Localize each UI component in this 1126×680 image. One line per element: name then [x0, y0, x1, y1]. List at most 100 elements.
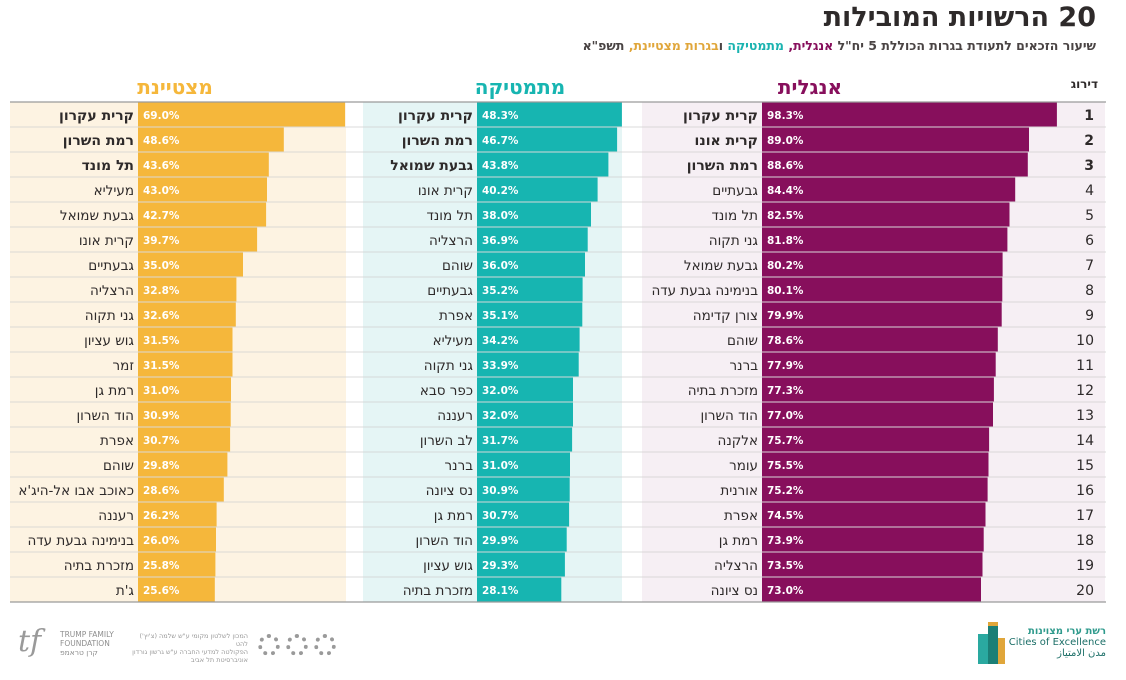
series-name-1: מתמטיקה	[475, 75, 566, 99]
rank-15: 15	[1076, 458, 1094, 474]
category-label-2-1: רמת השרון	[63, 133, 134, 149]
category-label-0-17: רמת גן	[719, 533, 758, 549]
bar-2-7	[138, 277, 237, 302]
bar-2-14	[138, 452, 228, 477]
bar-2-6	[138, 252, 243, 277]
category-label-1-6: שוהם	[442, 258, 473, 274]
bar-1-4	[477, 202, 591, 227]
bar-1-16	[477, 502, 570, 527]
trump-foundation-text: TRUMP FAMILY FOUNDATION קרן טראמפ	[60, 630, 114, 657]
rank-2: 2	[1084, 133, 1094, 149]
bar-1-6	[477, 252, 585, 277]
category-label-0-1: קרית אונו	[695, 133, 758, 149]
category-label-1-5: הרצליה	[429, 233, 473, 249]
rank-16: 16	[1076, 483, 1094, 499]
bar-0-7	[762, 277, 1003, 302]
category-label-1-7: גבעתיים	[427, 283, 473, 299]
category-label-2-16: רעננה	[98, 508, 134, 524]
category-label-1-3: קרית אונו	[418, 183, 473, 199]
value-label-2-19: 25.6%	[143, 585, 180, 597]
category-label-0-0: קרית עקרון	[683, 108, 758, 124]
value-label-0-2: 88.6%	[767, 160, 804, 172]
bar-1-19	[477, 577, 562, 602]
category-label-2-18: מזכרת בתיה	[64, 558, 134, 574]
rank-12: 12	[1076, 383, 1094, 399]
footer-partner-logos: tf TRUMP FAMILY FOUNDATION קרן טראמפ המכ…	[18, 624, 348, 670]
category-label-1-15: נס ציונה	[426, 483, 473, 499]
footer-cities-of-excellence: רשת ערי מצוינות Cities of Excellence مدن…	[976, 620, 1106, 670]
category-label-0-9: שוהם	[727, 333, 758, 349]
value-label-0-9: 78.6%	[767, 335, 804, 347]
value-label-2-15: 28.6%	[143, 485, 180, 497]
category-label-2-15: כאוכב אבו אל-היג'א	[18, 483, 134, 499]
series-name-0: אנגלית	[778, 75, 842, 99]
bar-0-19	[762, 577, 981, 602]
bar-1-12	[477, 402, 573, 427]
category-label-0-2: רמת השרון	[687, 158, 758, 174]
cities-of-excellence-text: רשת ערי מצוינות Cities of Excellence مدن…	[1008, 626, 1106, 659]
rank-9: 9	[1085, 308, 1094, 324]
value-label-1-9: 34.2%	[482, 335, 519, 347]
bar-1-14	[477, 452, 570, 477]
bar-1-18	[477, 552, 565, 577]
bar-0-16	[762, 502, 986, 527]
category-label-2-17: בנימינה גבעת עדה	[27, 533, 134, 549]
value-label-2-3: 43.0%	[143, 185, 180, 197]
rank-5: 5	[1085, 208, 1094, 224]
value-label-2-17: 26.0%	[143, 535, 180, 547]
rank-11: 11	[1076, 358, 1094, 374]
category-label-0-13: אלקנה	[718, 433, 759, 449]
subtitle-join: ו	[718, 38, 724, 53]
category-label-0-5: גני תקוה	[709, 233, 759, 249]
series-name-2: מצטיינת	[137, 75, 213, 99]
rank-20: 20	[1076, 583, 1094, 599]
value-label-1-8: 35.1%	[482, 310, 519, 322]
value-label-0-18: 73.5%	[767, 560, 804, 572]
bar-0-6	[762, 252, 1003, 277]
bar-1-5	[477, 227, 588, 252]
bar-0-18	[762, 552, 983, 577]
bar-2-18	[138, 552, 216, 577]
category-label-0-7: בנימינה גבעת עדה	[651, 283, 758, 299]
bar-0-11	[762, 377, 994, 402]
ranking-chart: דירוג אנגלית 98.3% קרית עקרון 89.0% קרית אונו…	[10, 75, 1106, 603]
category-label-1-14: ברנר	[445, 458, 474, 474]
bar-1-17	[477, 527, 567, 552]
bar-2-4	[138, 202, 267, 227]
value-label-0-13: 75.7%	[767, 435, 804, 447]
subtitle-english: אנגלית,	[788, 38, 834, 53]
bar-1-8	[477, 302, 583, 327]
value-label-1-15: 30.9%	[482, 485, 519, 497]
value-label-1-5: 36.9%	[482, 235, 519, 247]
category-label-2-14: שוהם	[103, 458, 134, 474]
category-label-1-1: רמת השרון	[402, 133, 473, 149]
bar-0-3	[762, 177, 1016, 202]
bar-1-15	[477, 477, 570, 502]
rank-14: 14	[1076, 433, 1094, 449]
category-label-1-11: כפר סבא	[420, 383, 473, 399]
value-label-0-5: 81.8%	[767, 235, 804, 247]
rank-3: 3	[1084, 158, 1094, 174]
category-label-1-10: גני תקוה	[424, 358, 474, 374]
category-label-2-8: גני תקוה	[85, 308, 135, 324]
bar-2-5	[138, 227, 258, 252]
value-label-1-18: 29.3%	[482, 560, 519, 572]
bar-0-17	[762, 527, 984, 552]
value-label-0-10: 77.9%	[767, 360, 804, 372]
trump-foundation-logo-icon: tf	[18, 624, 42, 659]
rank-17: 17	[1076, 508, 1094, 524]
value-label-1-17: 29.9%	[482, 535, 519, 547]
category-label-1-18: גוש עציון	[423, 558, 473, 574]
value-label-1-19: 28.1%	[482, 585, 519, 597]
value-label-1-0: 48.3%	[482, 110, 519, 122]
value-label-0-7: 80.1%	[767, 285, 804, 297]
subtitle-math: מתמטיקה	[727, 38, 784, 53]
value-label-0-12: 77.0%	[767, 410, 804, 422]
bar-2-12	[138, 402, 231, 427]
subtitle-excellence: בגרות מצטיינת,	[628, 38, 719, 53]
chart-title: 20 הרשויות המובילות	[823, 2, 1096, 33]
bar-0-1	[762, 127, 1029, 152]
bar-0-0	[762, 102, 1057, 127]
bar-1-7	[477, 277, 583, 302]
value-label-0-14: 75.5%	[767, 460, 804, 472]
